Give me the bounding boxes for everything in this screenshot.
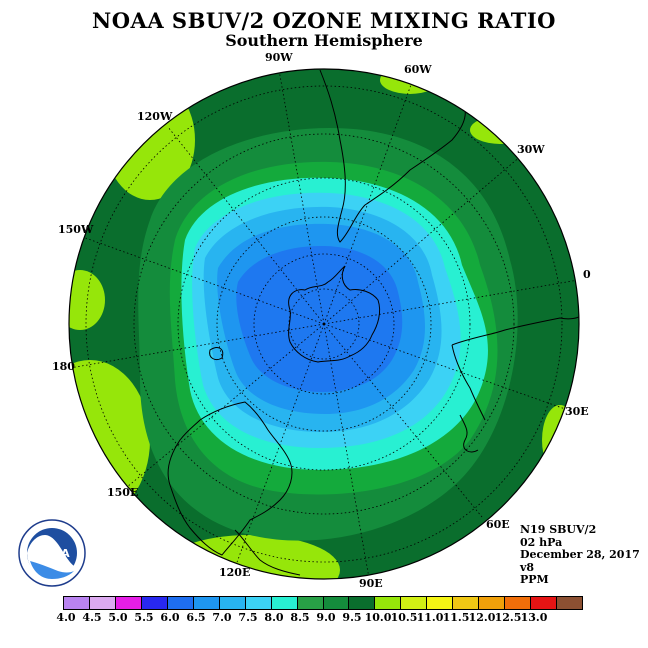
label-lon-90w: 90W: [265, 51, 293, 64]
madagascar-coast: [459, 414, 479, 453]
label-lon-60e: 60E: [486, 518, 510, 531]
colorbar-swatch: [427, 597, 454, 609]
colorbar-tick-label: 5.5: [134, 611, 154, 624]
map-title: NOAA SBUV/2 OZONE MIXING RATIO: [92, 8, 556, 33]
ozone-band-yellowgreen-150w: [69, 270, 105, 330]
colorbar-tick-label: 10.0: [364, 611, 392, 624]
africa-coast-east: [451, 344, 486, 421]
colorbar-tick-label: 6.0: [160, 611, 180, 624]
label-lon-0: 0: [583, 268, 591, 281]
info-version: v8: [520, 560, 535, 574]
colorbar-tick-label: 12.5: [494, 611, 522, 624]
coastlines: [167, 69, 579, 576]
colorbar-swatch: [401, 597, 428, 609]
colorbar-swatch: [505, 597, 532, 609]
colorbar-ticks: 4.0 4.5 5.0 5.5 6.0 6.5 7.0 7.5 8.0 8.5 9.0 9.5 10.0…: [0, 611, 648, 625]
new-zealand-south: [209, 347, 224, 361]
australia-coast: [167, 401, 293, 556]
label-lon-30e: 30E: [565, 405, 589, 418]
label-lon-30w: 30W: [517, 143, 545, 156]
asia-coast: [234, 529, 301, 576]
colorbar-swatch: [193, 597, 220, 609]
info-date: December 28, 2017: [520, 548, 640, 561]
colorbar-swatch: [271, 597, 298, 609]
colorbar-swatch: [219, 597, 246, 609]
info-block: N19 SBUV/2 02 hPa December 28, 2017 v8 P…: [520, 523, 640, 587]
colorbar-tick-label: 11.5: [442, 611, 470, 624]
info-pressure: 02 hPa: [520, 535, 563, 549]
label-lon-180: 180: [52, 360, 75, 373]
label-lon-150w: 150W: [58, 223, 94, 236]
antarctica-coast: [288, 265, 381, 363]
colorbar-tick-label: 12.0: [468, 611, 496, 624]
colorbar-swatch: [323, 597, 350, 609]
colorbar-tick-label: 13.0: [520, 611, 548, 624]
label-lon-120w: 120W: [137, 110, 173, 123]
colorbar-swatch: [141, 597, 168, 609]
map-disc: [69, 69, 579, 579]
colorbar-swatch: [349, 597, 376, 609]
colorbar: [63, 596, 583, 610]
colorbar-tick-label: 6.5: [186, 611, 206, 624]
colorbar-tick-label: 9.0: [316, 611, 336, 624]
colorbar-swatch: [115, 597, 142, 609]
colorbar-tick-label: 9.5: [342, 611, 362, 624]
colorbar-swatch: [479, 597, 506, 609]
colorbar-swatch: [531, 597, 558, 609]
label-lon-150e: 150E: [107, 486, 139, 499]
colorbar-swatch: [375, 597, 402, 609]
colorbar-tick-label: 4.5: [82, 611, 102, 624]
ozone-band-6: [236, 245, 403, 392]
latitude-circles: [85, 85, 563, 563]
colorbar-tick-label: 8.5: [290, 611, 310, 624]
colorbar-swatch: [297, 597, 324, 609]
info-satellite: N19 SBUV/2: [520, 523, 597, 536]
africa-coast-south: [451, 315, 579, 346]
label-lon-60w: 60W: [404, 63, 432, 76]
colorbar-swatch: [245, 597, 272, 609]
label-lon-90e: 90E: [359, 577, 383, 590]
info-units: PPM: [520, 573, 549, 586]
colorbar-swatch: [557, 597, 583, 609]
noaa-logo-text: NOAA: [34, 547, 70, 560]
colorbar-tick-label: 5.0: [108, 611, 128, 624]
colorbar-tick-label: 7.5: [238, 611, 258, 624]
colorbar-swatch: [167, 597, 194, 609]
colorbar-tick-label: 8.0: [264, 611, 284, 624]
label-lon-120e: 120E: [219, 566, 251, 579]
map-border: [68, 68, 580, 580]
colorbar-swatch: [89, 597, 116, 609]
colorbar-tick-label: 7.0: [212, 611, 232, 624]
colorbar-tick-label: 4.0: [56, 611, 76, 624]
colorbar-tick-label: 11.0: [416, 611, 444, 624]
noaa-logo: NOAA: [18, 519, 86, 587]
colorbar-tick-label: 10.5: [390, 611, 418, 624]
map-subtitle: Southern Hemisphere: [225, 31, 423, 50]
colorbar-swatch: [64, 597, 90, 609]
colorbar-swatch: [453, 597, 480, 609]
